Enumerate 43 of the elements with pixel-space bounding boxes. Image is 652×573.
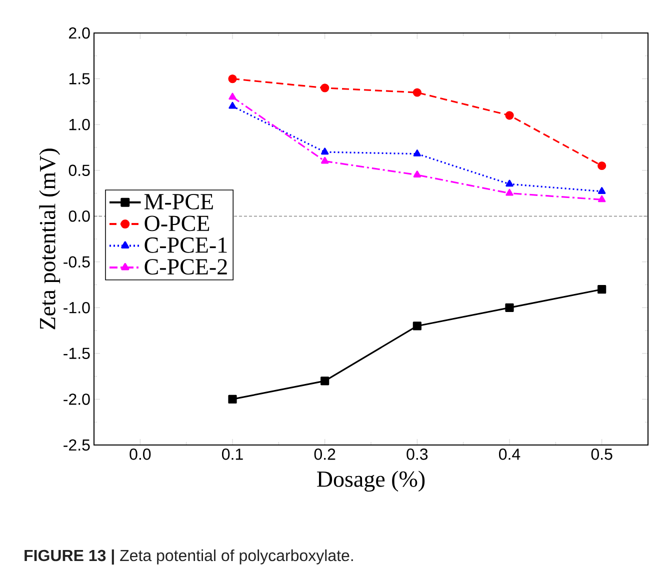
point bbox=[598, 195, 606, 202]
y-tick-label: 2.0 bbox=[69, 27, 90, 39]
point bbox=[412, 88, 422, 97]
y-tick-label: 0.0 bbox=[68, 210, 90, 222]
point bbox=[413, 170, 421, 178]
legend-label: O-PCE bbox=[144, 216, 210, 232]
x-tick-label: 0.5 bbox=[591, 448, 612, 460]
y-tick-label: -1.0 bbox=[64, 302, 90, 314]
y-tick-label: -2.5 bbox=[64, 439, 90, 451]
y-tick-label: -0.5 bbox=[64, 256, 90, 268]
x-tick-label: 0.1 bbox=[222, 448, 243, 460]
y-tick-label: 1.0 bbox=[69, 118, 90, 130]
point bbox=[598, 161, 606, 170]
y-tick-label: 1.5 bbox=[69, 73, 90, 84]
x-tick-label: 0.3 bbox=[406, 448, 428, 460]
x-tick-label: 0.4 bbox=[499, 448, 520, 460]
legend-label: M-PCE bbox=[144, 194, 213, 210]
x-tick-label: 0.2 bbox=[314, 448, 336, 460]
point bbox=[598, 285, 606, 294]
point bbox=[412, 322, 422, 330]
x-tick-label: 0.0 bbox=[130, 448, 151, 460]
point bbox=[228, 102, 236, 109]
point bbox=[321, 148, 329, 155]
point bbox=[228, 92, 236, 100]
legend-label: C-PCE-1 bbox=[144, 237, 227, 253]
y-tick-label: 0.5 bbox=[68, 164, 90, 176]
x-axis-title: Dosage (%) bbox=[317, 470, 425, 492]
legend-label: C-PCE-2 bbox=[144, 259, 227, 275]
point bbox=[505, 303, 514, 312]
text: FIGURE 13 | Zeta potential of polycarboxylate. bbox=[24, 549, 353, 565]
point bbox=[228, 394, 237, 404]
y-axis-title: Zeta potential (mV) bbox=[39, 148, 60, 330]
point bbox=[505, 111, 514, 120]
point bbox=[506, 188, 514, 196]
point bbox=[506, 180, 514, 187]
y-tick-label: -1.5 bbox=[64, 348, 90, 360]
point bbox=[228, 74, 237, 84]
point bbox=[320, 376, 330, 386]
point bbox=[321, 156, 329, 164]
point bbox=[598, 187, 606, 194]
y-tick-label: -2.0 bbox=[64, 394, 90, 405]
point bbox=[320, 84, 330, 92]
point bbox=[413, 150, 421, 156]
